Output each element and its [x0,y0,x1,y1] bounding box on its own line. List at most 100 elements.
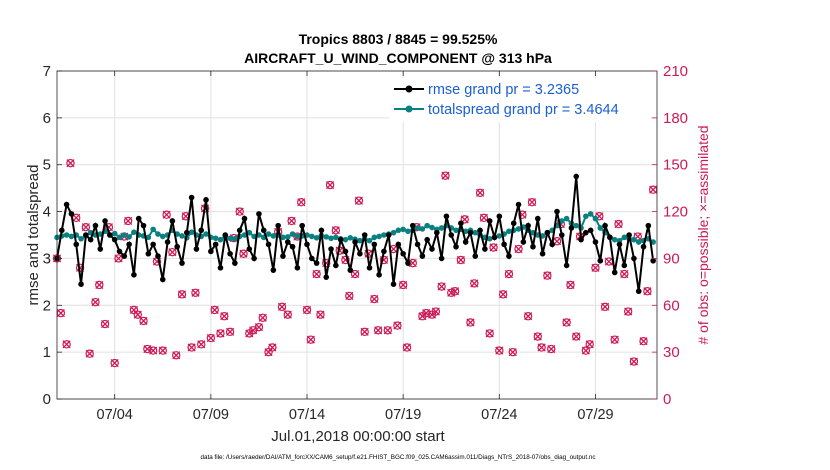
totalspread-point-87 [472,229,479,236]
obs-possible-marker-17 [133,310,142,319]
rmse-point-107 [568,225,575,231]
obs-point-39 [239,249,248,258]
obs-point-51 [297,197,306,207]
obs-assimilated-marker-88 [476,188,485,197]
obs-assimilated-marker-12 [110,359,119,368]
y-left-tick-label-1: 1 [43,344,51,361]
rmse-point-72 [400,250,406,257]
obs-possible-marker-88 [475,188,485,198]
obs-assimilated-marker-90 [485,329,494,338]
obs-assimilated-marker-112 [591,263,600,272]
rmse-point-4 [73,241,80,248]
obs-point-98 [523,312,533,321]
obs-point-96 [514,244,523,254]
obs-possible-marker-82 [447,288,456,297]
rmse-point-61 [347,267,354,273]
obs-assimilated-marker-71 [393,321,402,330]
obs-assimilated-marker-100 [533,332,542,341]
obs-point-73 [402,343,412,352]
obs-point-47 [277,302,287,312]
obs-possible-marker-34 [216,329,225,338]
obs-assimilated-marker-32 [206,334,215,343]
totalspread-point-13 [116,234,123,241]
obs-assimilated-marker-94 [504,269,513,279]
rmse-point-112 [592,239,599,245]
totalspread-point-60 [342,236,349,243]
obs-possible-marker-98 [523,312,533,321]
obs-assimilated-marker-42 [254,323,263,332]
obs-point-111 [585,340,594,349]
rmse-point-88 [477,227,483,234]
totalspread-point-90 [486,235,493,242]
obs-point-80 [437,282,446,291]
obs-possible-marker-99 [527,197,537,207]
obs-possible-marker-89 [479,213,489,223]
rmse-point-95 [510,220,517,227]
obs-assimilated-marker-95 [508,348,517,357]
obs-assimilated-marker-23 [162,210,171,219]
obs-point-99 [527,197,537,207]
obs-possible-marker-86 [466,318,475,327]
y-axis-right-label: # of obs: o=possible; ×=assimilated [695,125,711,344]
x-tick-label-4: 07/24 [481,407,517,423]
obs-point-117 [614,219,623,229]
totalspread-point-57 [328,235,334,242]
obs-point-33 [210,305,219,315]
rmse-point-40 [246,246,253,252]
totalspread-point-78 [429,224,435,231]
obs-possible-marker-35 [220,312,229,321]
rmse-point-8 [92,222,99,229]
obs-possible-marker-118 [620,269,629,279]
rmse-point-100 [534,215,541,222]
obs-point-86 [466,318,475,327]
obs-assimilated-marker-123 [643,287,652,296]
rmse-point-79 [434,229,440,236]
obs-assimilated-marker-114 [601,302,610,311]
totalspread-point-33 [212,235,219,242]
obs-possible-marker-83 [450,287,460,296]
totalspread-point-20 [150,226,156,233]
obs-assimilated-marker-87 [470,279,479,288]
obs-assimilated-marker-35 [220,312,229,321]
obs-assimilated-marker-69 [383,326,392,335]
rmse-point-20 [150,241,156,248]
rmse-point-21 [155,253,161,259]
obs-possible-marker-94 [504,269,514,279]
totalspread-point-106 [563,215,570,222]
rmse-point-25 [174,243,180,250]
rmse-point-96 [515,201,522,208]
obs-point-85 [460,215,469,224]
obs-possible-marker-110 [581,346,591,355]
rmse-point-86 [467,229,474,236]
obs-possible-marker-60 [341,255,350,265]
y-left-tick-label-7: 7 [43,63,51,80]
obs-assimilated-marker-62 [351,269,360,279]
obs-possible-marker-85 [460,215,469,224]
obs-point-79 [431,307,441,316]
totalspread-point-65 [366,237,373,244]
obs-point-116 [610,335,619,344]
obs-possible-marker-42 [254,322,264,332]
rmse-point-87 [472,253,479,259]
obs-assimilated-marker-84 [456,255,465,265]
obs-possible-marker-8 [91,297,100,307]
rmse-point-36 [227,250,233,257]
obs-point-57 [325,180,335,190]
obs-point-102 [543,271,552,280]
x-axis: 07/04 07/09 07/14 07/19 07/24 07/29 [97,71,614,423]
obs-possible-marker-108 [572,332,581,341]
obs-possible-marker-3 [66,158,75,168]
obs-assimilated-marker-93 [499,290,508,299]
totalspread-point-105 [559,218,565,224]
rmse-point-82 [448,232,455,238]
legend-rmse-label: rmse grand pr = 3.2365 [428,82,579,98]
obs-point-28 [187,343,196,352]
rmse-point-9 [97,246,104,252]
obs-assimilated-marker-6 [81,223,90,232]
obs-point-15 [123,216,133,226]
obs-point-83 [450,287,460,296]
y-left-tick-label-0: 0 [43,391,51,408]
plot-frame [56,70,658,400]
rmse-point-80 [438,255,445,262]
totalspread-point-22 [159,233,166,240]
